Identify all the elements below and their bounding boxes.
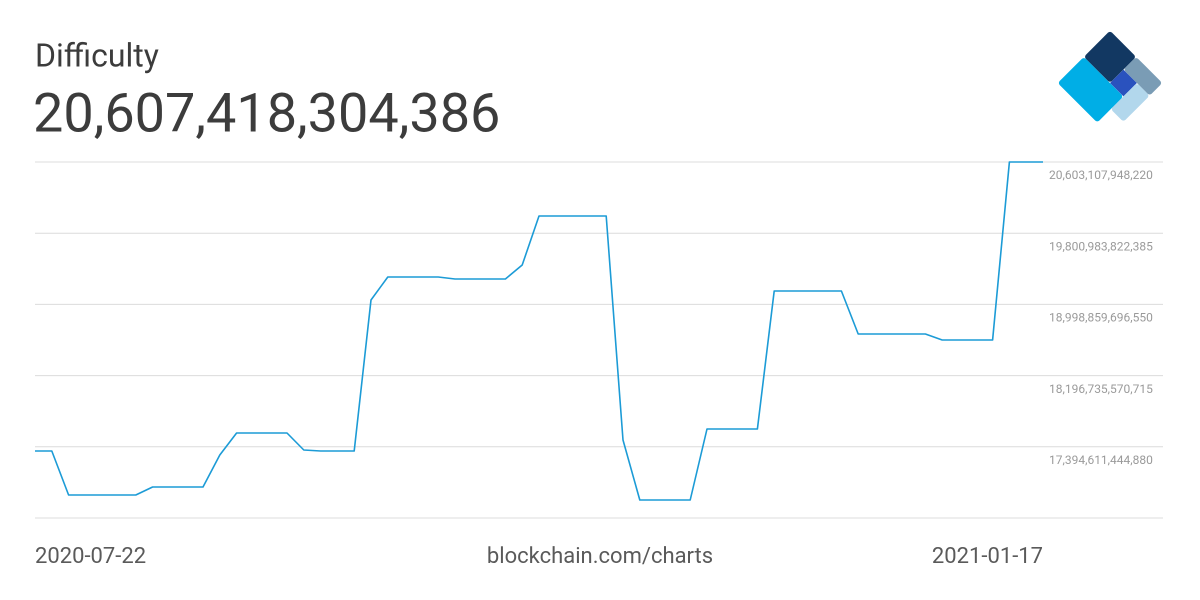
- logo-piece: [1124, 58, 1162, 95]
- x-tick-label: 2021-01-17: [932, 544, 1043, 569]
- source: blockchain.com/charts: [487, 544, 713, 569]
- logo-piece: [1111, 84, 1149, 121]
- logo-piece: [1085, 31, 1135, 82]
- y-tick-label: 18,998,859,696,550: [1049, 311, 1153, 325]
- y-tick-label: 18,196,735,570,715: [1049, 382, 1153, 396]
- current-value: 20,607,418,304,386: [33, 82, 500, 145]
- y-tick-label: 17,394,611,444,880: [1049, 453, 1153, 467]
- logo: [1058, 31, 1162, 122]
- logo-piece: [1058, 58, 1123, 122]
- x-tick-label: 2020-07-22: [35, 544, 146, 569]
- data-line: [35, 161, 1043, 501]
- y-tick-label: 19,800,983,822,385: [1049, 239, 1153, 253]
- chart-title: Difficulty: [35, 36, 159, 74]
- y-tick-label: 20,603,107,948,220: [1049, 168, 1153, 182]
